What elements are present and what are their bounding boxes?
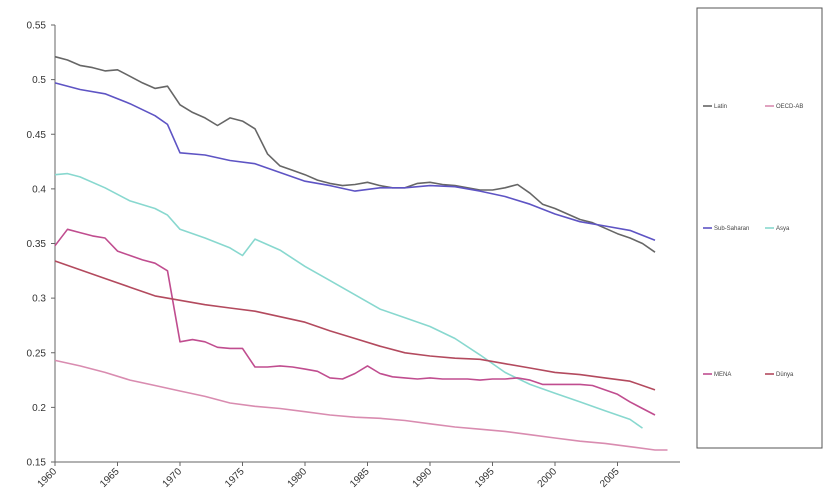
series-line-oecd-ab: [54, 359, 668, 451]
x-tick-label: 1995: [473, 466, 497, 490]
series-line-d-nya: [54, 260, 656, 391]
legend: Latin OECD-AB Sub-Saharan Asya MENA Dünya: [696, 7, 823, 449]
series-line-mena: [54, 228, 656, 416]
legend-label: Latin: [714, 104, 727, 110]
series-line-asya: [54, 172, 643, 429]
x-tick-label: 1965: [98, 466, 122, 490]
legend-label: MENA: [714, 372, 731, 378]
x-tick-label: 1980: [286, 466, 310, 490]
legend-box: [696, 7, 823, 449]
y-tick-label: 0.4: [32, 184, 46, 195]
y-tick-label: 0.5: [32, 75, 46, 86]
y-tick-label: 0.45: [27, 130, 47, 141]
x-tick-label: 1970: [161, 466, 185, 490]
y-tick-label: 0.55: [27, 21, 47, 32]
legend-label: Sub-Saharan: [714, 226, 749, 232]
series-line-sub-saharan: [54, 82, 656, 241]
x-tick-label: 1990: [411, 466, 435, 490]
y-tick-label: 0.2: [32, 403, 46, 414]
x-tick-label: 2000: [536, 466, 560, 490]
y-tick-label: 0.15: [27, 458, 47, 469]
x-tick-label: 1975: [223, 466, 247, 490]
x-tick-label: 1985: [348, 466, 372, 490]
series-line-latin: [54, 55, 656, 253]
x-tick-label: 1960: [36, 466, 60, 490]
legend-label: Asya: [776, 226, 790, 232]
plot-area: 0.15 0.2 0.25 0.3 0.35 0.4 0.45 0.5 0.55 1960 1965…: [27, 21, 680, 490]
x-tick-label: 2005: [598, 466, 622, 490]
y-tick-label: 0.35: [27, 239, 47, 250]
legend-label: Dünya: [776, 372, 794, 378]
legend-label: OECD-AB: [776, 104, 803, 110]
y-tick-label: 0.3: [32, 294, 46, 305]
y-tick-label: 0.25: [27, 348, 47, 359]
